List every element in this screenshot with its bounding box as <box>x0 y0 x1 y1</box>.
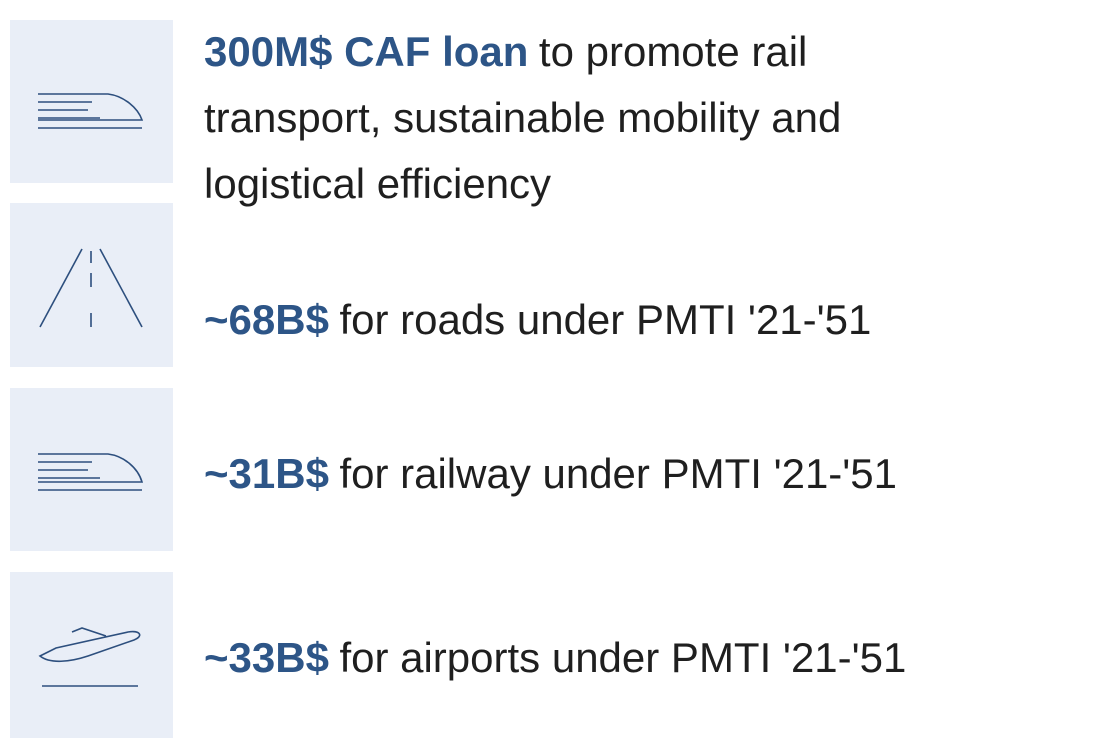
item-text: ~68B$ for roads under PMTI '21-'51 <box>204 287 904 353</box>
description: for roads under PMTI '21-'51 <box>339 296 872 343</box>
description: for airports under PMTI '21-'51 <box>339 634 907 681</box>
item-text: ~33B$ for airports under PMTI '21-'51 <box>204 625 906 691</box>
item-text: ~31B$ for railway under PMTI '21-'51 <box>204 441 897 507</box>
icon-train <box>10 388 173 551</box>
icon <box>39 248 143 328</box>
highlight: 300M$ CAF loan <box>204 28 529 75</box>
icon <box>38 453 144 491</box>
icon <box>38 627 141 687</box>
icon-road <box>10 203 173 367</box>
description: for railway under PMTI '21-'51 <box>339 450 898 497</box>
highlight: ~68B$ <box>204 296 329 343</box>
description: to promote rail transport, sustainable m… <box>204 28 842 207</box>
highlight: ~33B$ <box>204 634 329 681</box>
icon <box>38 93 144 129</box>
icon-train <box>10 20 173 183</box>
icon-plane <box>10 572 173 738</box>
highlight: ~31B$ <box>204 450 329 497</box>
item-text: 300M$ CAF loan to promote rail transport,… <box>204 19 994 217</box>
